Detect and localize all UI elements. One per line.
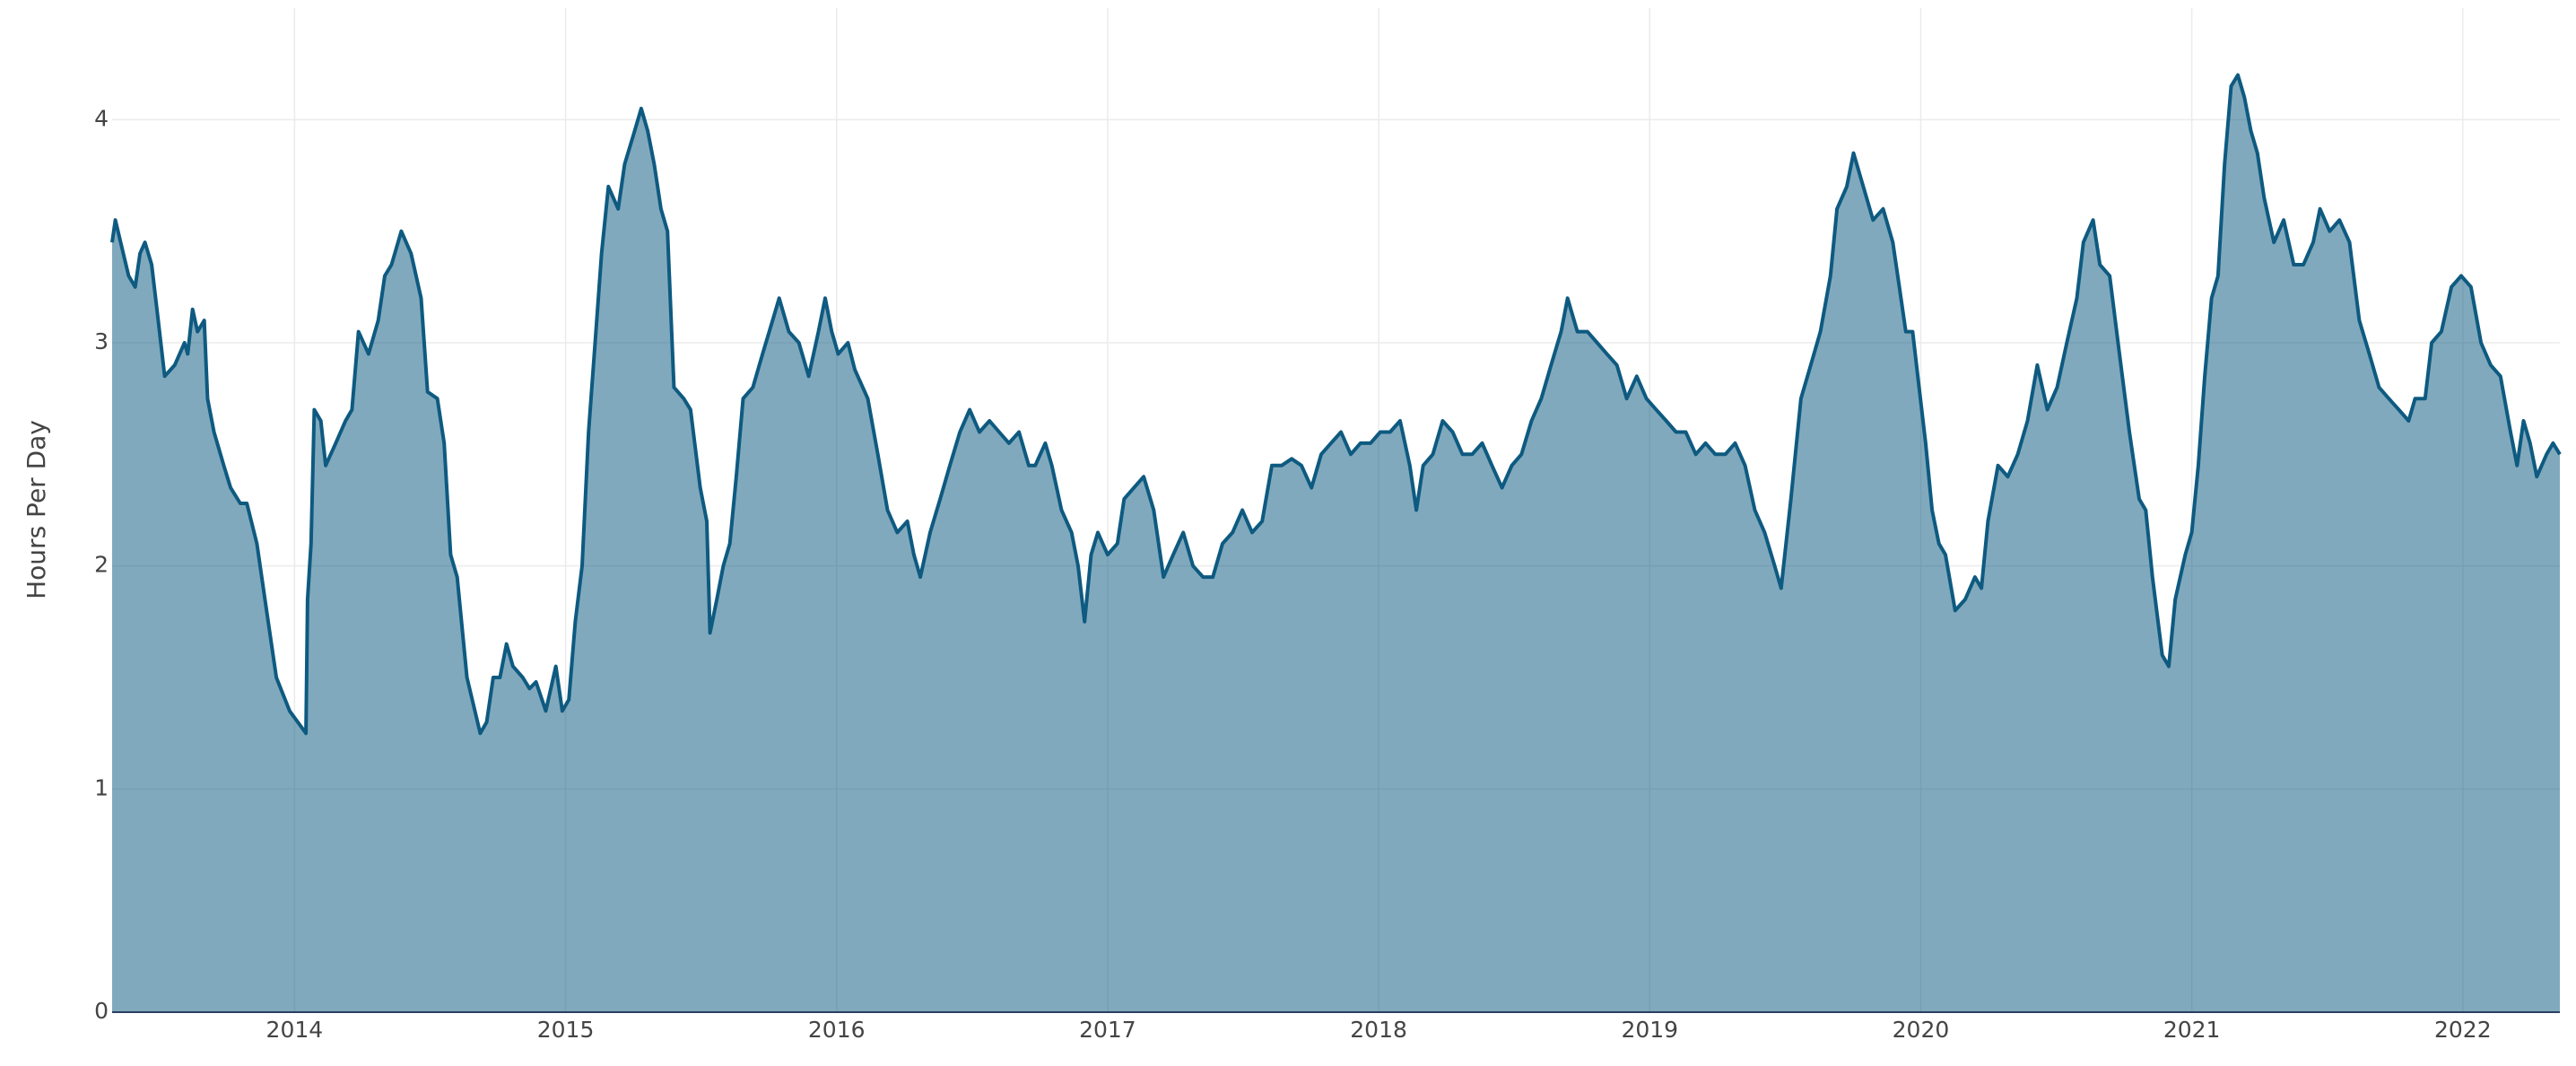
x-tick-label: 2014 [266,1017,324,1043]
area-line [110,73,2562,736]
y-tick-label: 4 [94,105,109,131]
x-tick-label: 2015 [537,1017,595,1043]
x-tick-label: 2019 [1621,1017,1678,1043]
y-axis-label: Hours Per Day [22,420,51,599]
x-tick-label: 2016 [808,1017,866,1043]
area-fill [112,74,2560,1013]
x-tick-label: 2021 [2163,1017,2221,1043]
x-tick-label: 2022 [2434,1017,2492,1043]
x-tick-label: 2017 [1079,1017,1136,1043]
y-tick-label: 0 [94,998,109,1024]
y-tick-label: 1 [94,774,109,800]
y-tick-label: 3 [94,328,109,354]
x-tick-label: 2018 [1350,1017,1407,1043]
x-tick-label: 2020 [1893,1017,1950,1043]
y-tick-label: 2 [94,552,109,578]
